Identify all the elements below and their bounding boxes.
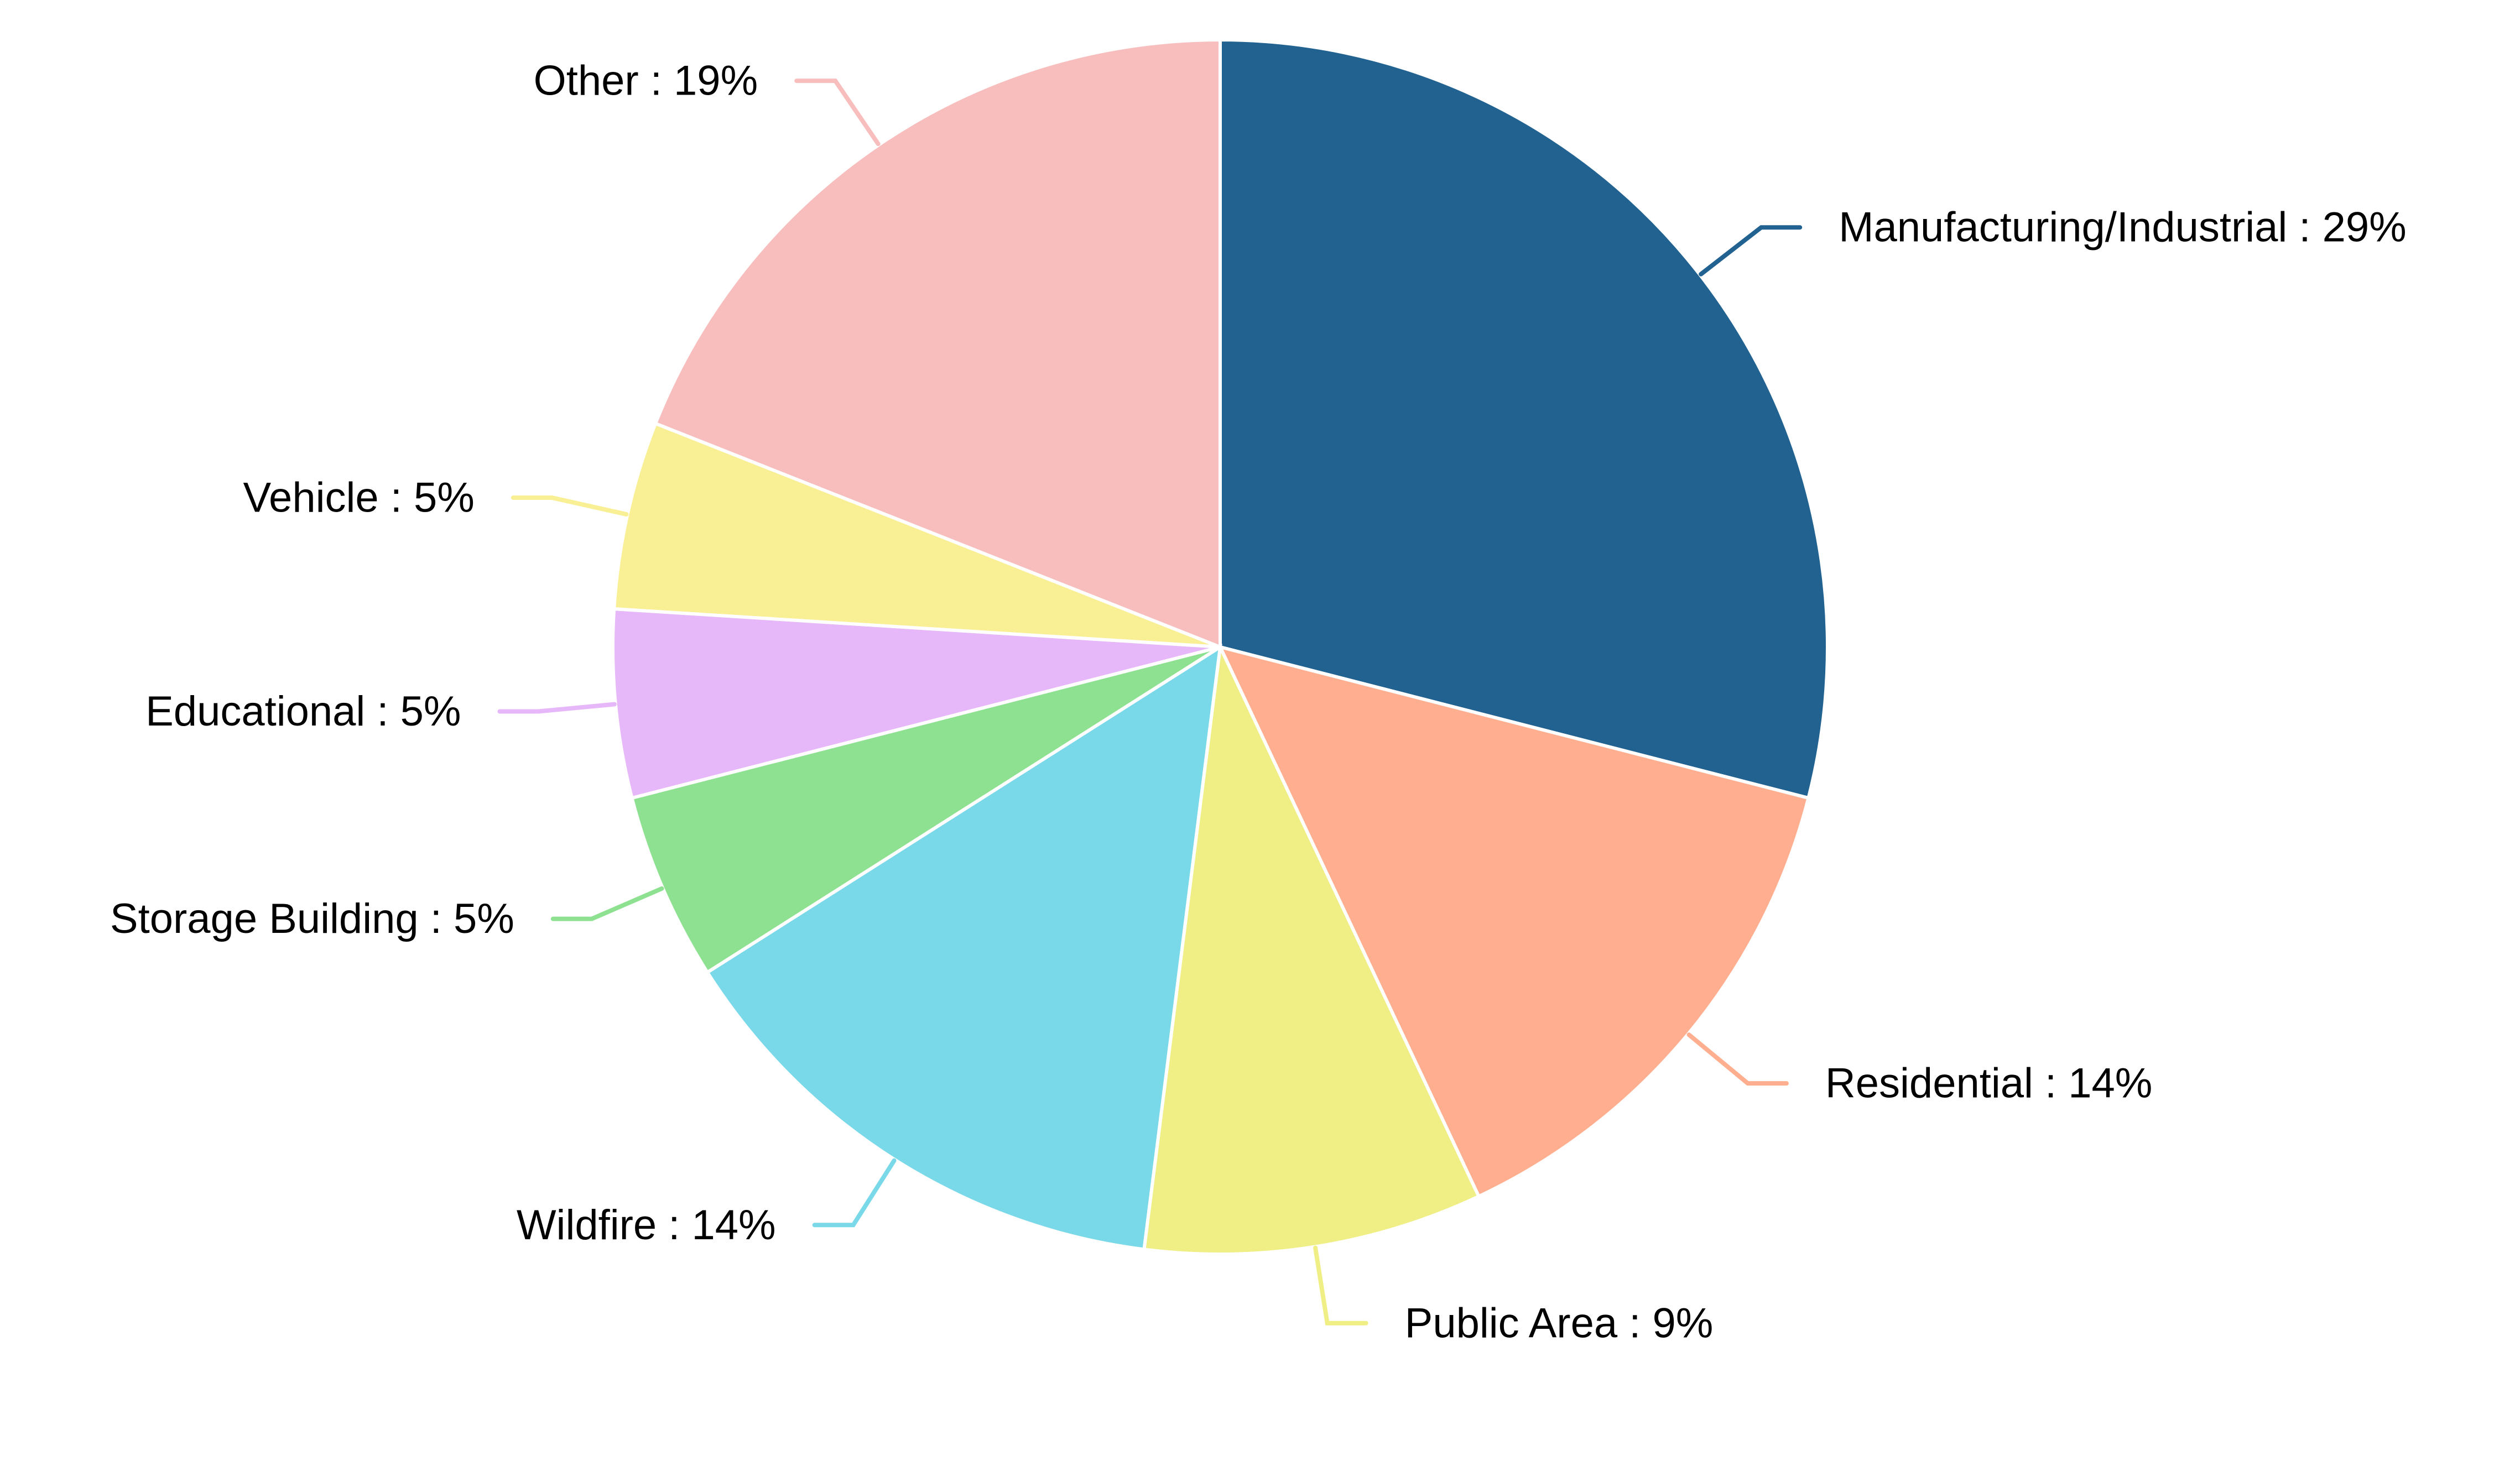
leader-line-wildfire [812,1158,897,1228]
leader-line-storage-building [550,886,664,921]
labels-layer: Manufacturing/Industrial : 29% Residentia… [110,58,2407,1347]
leader-line-vehicle [511,495,629,517]
slice-label-manufacturing-industrial: Manufacturing/Industrial : 29% [1839,204,2407,251]
slices-layer [611,38,1829,1256]
slice-label-vehicle: Vehicle : 5% [243,474,475,521]
leader-line-residential [1686,1032,1789,1086]
slice-label-public-area: Public Area : 9% [1405,1300,1714,1347]
slice-label-residential: Residential : 14% [1825,1060,2152,1107]
slice-label-other: Other : 19% [534,58,758,105]
leader-line-manufacturing-industrial [1699,225,1803,276]
leader-lines-layer [497,79,1803,1326]
slice-label-storage-building: Storage Building : 5% [110,895,514,942]
leader-line-other [794,79,881,147]
leader-line-public-area [1313,1245,1368,1326]
slice-label-wildfire: Wildfire : 14% [517,1202,776,1249]
leader-line-educational [497,702,617,714]
slice-label-educational: Educational : 5% [145,688,461,735]
